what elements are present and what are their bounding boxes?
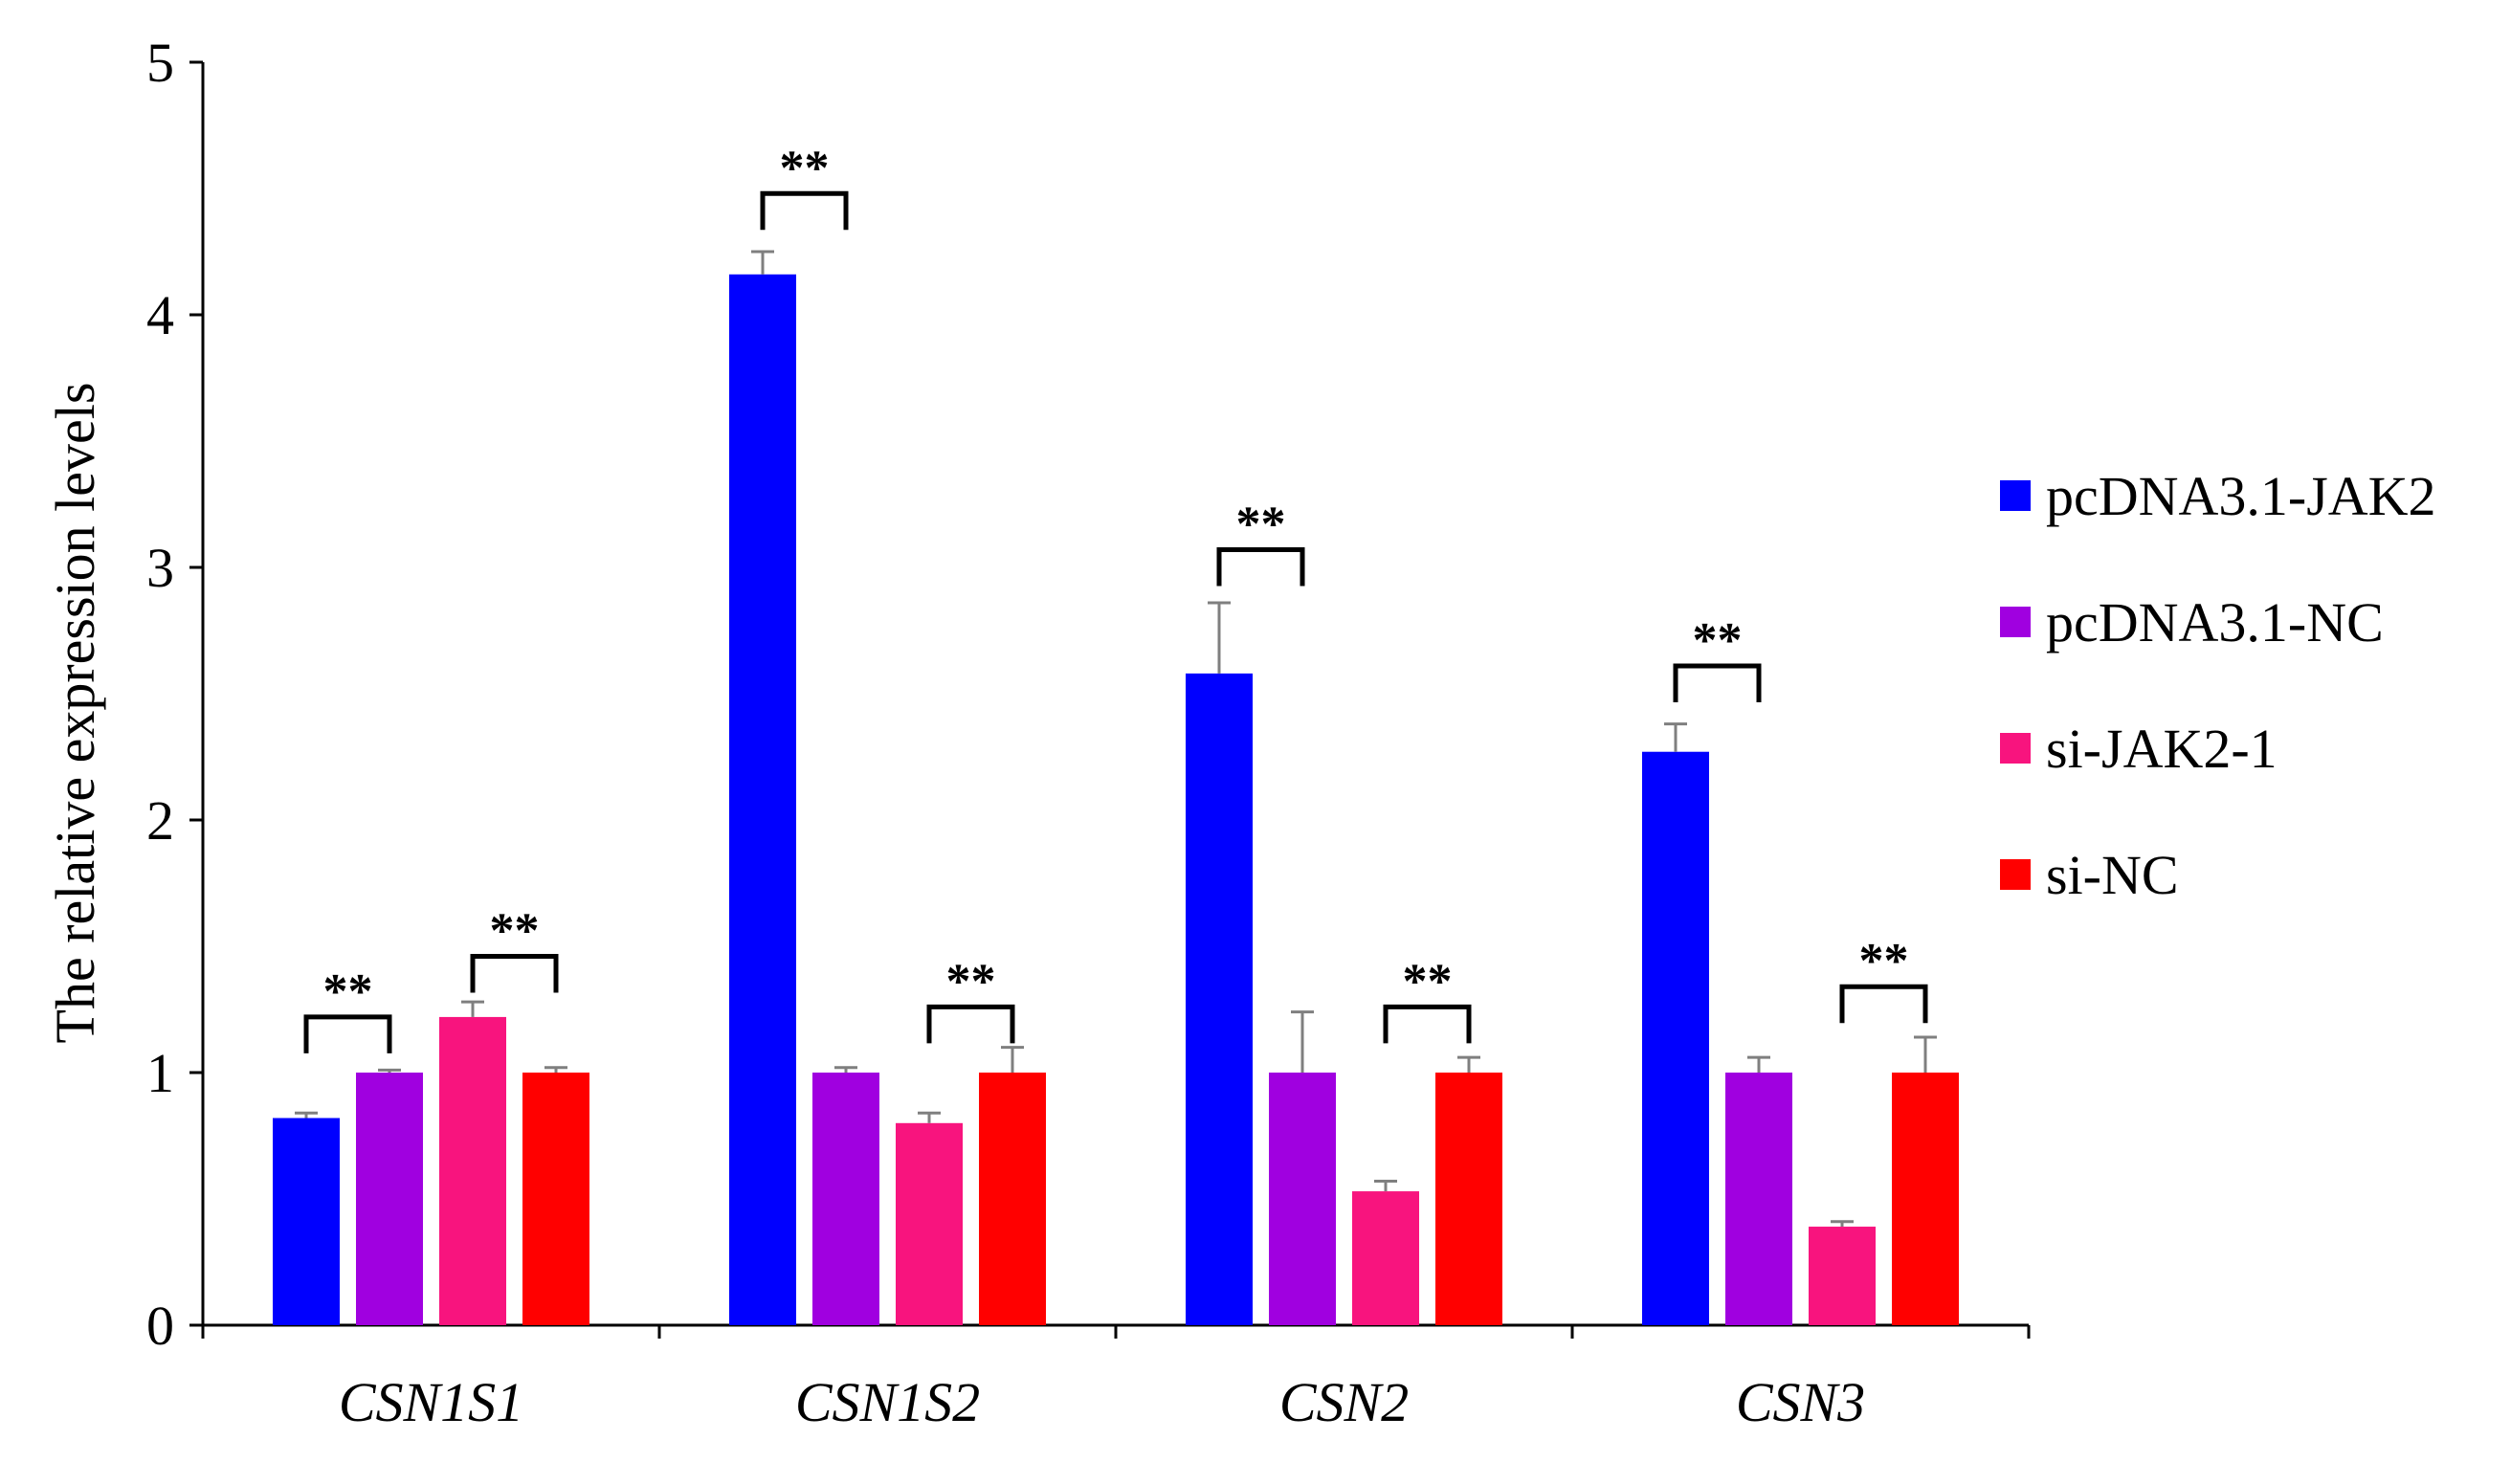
bars — [273, 274, 1959, 1325]
y-axis-title: The relative expression levels — [44, 383, 106, 1044]
legend-swatch — [2000, 607, 2031, 637]
category-label: CSN1S1 — [339, 1371, 523, 1433]
y-axis-title-group: The relative expression levels — [44, 383, 106, 1044]
bar-pcdna3-1-jak2 — [729, 274, 796, 1325]
significance-bracket — [470, 954, 559, 993]
y-tick-label: 1 — [146, 1042, 174, 1104]
bar-pcdna3-1-jak2 — [273, 1118, 340, 1325]
bar-pcdna3-1-jak2 — [1186, 673, 1253, 1325]
bar-si-jak2-1 — [1809, 1227, 1876, 1325]
legend-label: si-JAK2-1 — [2046, 718, 2278, 780]
bar-si-nc — [1892, 1073, 1959, 1325]
bar-pcdna3-1-nc — [1725, 1073, 1792, 1325]
significance-bracket — [1383, 1004, 1472, 1044]
category-label: CSN3 — [1736, 1371, 1865, 1433]
bar-pcdna3-1-nc — [812, 1073, 879, 1325]
bar-pcdna3-1-nc — [1269, 1073, 1336, 1325]
bar-si-nc — [522, 1073, 589, 1325]
significance-bracket — [760, 190, 849, 231]
significance-bracket — [1216, 547, 1305, 587]
significance-brackets: ** ** ** ** ** ** ** ** — [303, 141, 1928, 1053]
legend-label: pcDNA3.1-NC — [2046, 591, 2384, 653]
legend-swatch — [2000, 480, 2031, 511]
legend-swatch — [2000, 733, 2031, 764]
y-tick-label: 0 — [146, 1295, 174, 1357]
bar-si-nc — [1435, 1073, 1502, 1325]
category-label: CSN1S2 — [795, 1371, 980, 1433]
bar-si-nc — [979, 1073, 1046, 1325]
legend-swatch — [2000, 859, 2031, 890]
bar-pcdna3-1-jak2 — [1642, 751, 1709, 1325]
significance-label: ** — [1236, 498, 1286, 552]
y-tick-label: 4 — [146, 284, 174, 346]
significance-label: ** — [946, 954, 996, 1008]
bar-si-jak2-1 — [896, 1122, 963, 1325]
category-label: CSN2 — [1279, 1371, 1409, 1433]
legend-label: pcDNA3.1-JAK2 — [2046, 465, 2436, 527]
y-tick-label: 2 — [146, 789, 174, 852]
significance-label: ** — [1693, 613, 1743, 668]
significance-label: ** — [1859, 934, 1909, 988]
error-bars — [295, 250, 1937, 1228]
y-tick-label: 5 — [146, 32, 174, 94]
bar-si-jak2-1 — [1352, 1191, 1419, 1325]
legend: pcDNA3.1-JAK2 pcDNA3.1-NC si-JAK2-1 si-NC — [2000, 465, 2436, 906]
significance-bracket — [303, 1014, 392, 1053]
significance-label: ** — [490, 904, 540, 959]
significance-label: ** — [780, 141, 830, 195]
bar-pcdna3-1-nc — [356, 1073, 423, 1325]
y-tick-label: 3 — [146, 537, 174, 599]
significance-label: ** — [1403, 954, 1453, 1008]
significance-bracket — [1839, 984, 1928, 1024]
significance-bracket — [1673, 663, 1762, 702]
legend-label: si-NC — [2046, 844, 2179, 906]
axes: 0 1 2 3 4 5 CSN1S1 CSN1S2 CSN2 CSN3 — [146, 32, 2031, 1433]
significance-label: ** — [323, 964, 373, 1019]
bar-si-jak2-1 — [439, 1016, 506, 1325]
significance-bracket — [926, 1004, 1015, 1044]
